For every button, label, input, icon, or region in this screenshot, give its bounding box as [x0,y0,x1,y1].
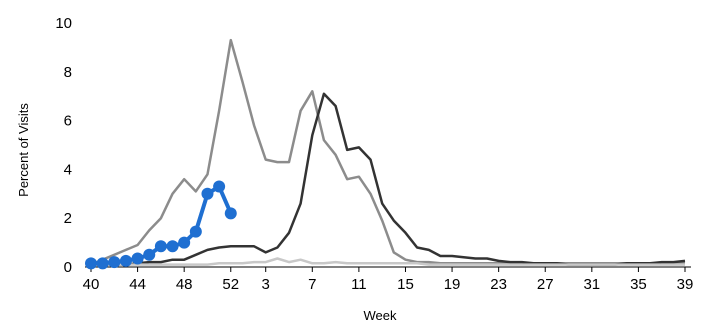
series-line-3 [91,257,685,266]
y-axis-ticks: 0 2 4 6 8 10 [55,15,72,276]
series-point [154,240,167,253]
x-tick-label: 7 [308,276,316,293]
y-axis-title: Percent of Visits [16,103,31,197]
y-tick-label: 0 [64,259,72,276]
x-tick-label: 27 [537,276,554,293]
x-tick-label: 48 [176,276,193,293]
series-lines [85,38,686,270]
series-point [96,257,109,270]
x-tick-label: 44 [129,276,146,293]
series-point [178,236,191,249]
x-axis-ticks: 40 44 48 52 3 7 11 15 19 23 27 31 35 39 [83,267,694,293]
x-tick-label: 31 [583,276,600,293]
series-point [224,207,237,220]
x-tick-label: 15 [397,276,414,293]
series-point [166,240,179,253]
x-tick-label: 40 [83,276,100,293]
series-point [108,256,121,269]
y-tick-label: 8 [64,64,72,81]
series-point [119,254,132,267]
x-tick-label: 39 [677,276,694,293]
series-point [189,225,202,238]
x-tick-label: 52 [222,276,239,293]
series-line-1 [90,38,685,266]
x-tick-label: 11 [351,276,367,293]
x-tick-label: 3 [262,276,270,293]
x-tick-label: 23 [490,276,507,293]
series-point [143,248,156,261]
y-tick-label: 10 [55,15,72,32]
y-tick-label: 4 [64,161,72,178]
x-tick-label: 35 [630,276,647,293]
y-tick-label: 2 [64,210,72,227]
series-point [213,180,226,193]
y-tick-label: 6 [64,113,72,130]
x-tick-label: 19 [444,276,461,293]
series-point [131,252,144,265]
series-point [85,257,97,270]
x-axis-title: Week [364,308,397,323]
series-point [201,187,214,200]
